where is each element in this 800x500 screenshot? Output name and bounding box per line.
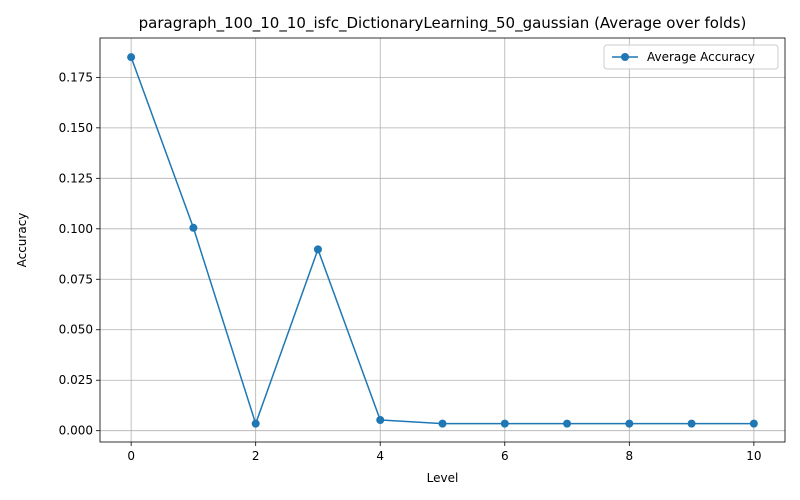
data-point bbox=[189, 223, 198, 232]
y-tick-label: 0.150 bbox=[59, 121, 93, 135]
legend-entry-average-accuracy: Average Accuracy bbox=[647, 50, 755, 64]
y-tick-label: 0.125 bbox=[59, 171, 93, 185]
grid bbox=[100, 38, 785, 442]
legend-marker-swatch bbox=[621, 53, 629, 61]
data-point bbox=[376, 415, 385, 424]
x-axis-label: Level bbox=[427, 471, 459, 485]
x-tick-label: 10 bbox=[746, 449, 761, 463]
data-point bbox=[438, 419, 447, 428]
data-point bbox=[127, 53, 136, 62]
data-point bbox=[500, 419, 509, 428]
plot-frame bbox=[99, 37, 786, 443]
data-point bbox=[625, 419, 634, 428]
x-tick-label: 2 bbox=[252, 449, 260, 463]
data-point bbox=[749, 419, 758, 428]
y-tick-label: 0.000 bbox=[59, 424, 93, 438]
x-axis-ticks: 0 2 4 6 8 10 bbox=[127, 442, 762, 463]
x-tick-label: 4 bbox=[376, 449, 384, 463]
x-tick-label: 6 bbox=[501, 449, 509, 463]
series-layer bbox=[127, 53, 758, 428]
data-point bbox=[313, 245, 322, 254]
y-axis-ticks: 0.000 0.025 0.050 0.075 0.100 0.125 0.150 0.175 bbox=[59, 70, 100, 438]
y-tick-label: 0.050 bbox=[59, 323, 93, 337]
legend: Average Accuracy bbox=[603, 44, 779, 70]
data-point bbox=[563, 419, 572, 428]
x-tick-label: 0 bbox=[127, 449, 135, 463]
y-tick-label: 0.075 bbox=[59, 272, 93, 286]
y-tick-label: 0.175 bbox=[59, 70, 93, 84]
y-tick-label: 0.100 bbox=[59, 222, 93, 236]
legend-box bbox=[603, 44, 779, 70]
data-point bbox=[687, 419, 696, 428]
data-point bbox=[251, 419, 260, 428]
y-tick-label: 0.025 bbox=[59, 373, 93, 387]
x-tick-label: 8 bbox=[625, 449, 633, 463]
chart-title: paragraph_100_10_10_isfc_DictionaryLearn… bbox=[139, 14, 747, 33]
y-axis-label: Accuracy bbox=[15, 213, 29, 268]
